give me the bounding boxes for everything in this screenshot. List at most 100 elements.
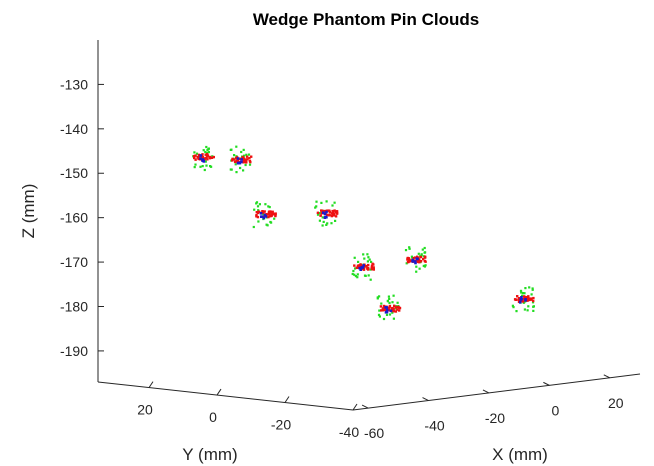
green-point bbox=[415, 265, 418, 268]
green-point bbox=[314, 206, 317, 209]
y-tick-label: 20 bbox=[137, 402, 153, 418]
red-point bbox=[250, 155, 253, 158]
green-point bbox=[356, 273, 359, 276]
x-axis-line bbox=[352, 373, 641, 411]
red-point bbox=[379, 305, 383, 308]
red-point bbox=[236, 160, 239, 163]
red-point bbox=[517, 297, 521, 300]
red-point bbox=[360, 264, 363, 267]
green-point bbox=[273, 217, 276, 220]
y-axis-line bbox=[97, 381, 354, 411]
green-point bbox=[264, 203, 267, 206]
red-point bbox=[192, 154, 196, 158]
green-point bbox=[418, 267, 421, 270]
green-point bbox=[253, 208, 256, 211]
blue-point bbox=[520, 296, 523, 299]
green-point bbox=[378, 315, 381, 318]
x-tick-mark bbox=[361, 404, 369, 409]
green-point bbox=[245, 153, 248, 156]
green-point bbox=[380, 302, 383, 305]
pin-cloud bbox=[252, 201, 277, 229]
green-point bbox=[257, 209, 260, 212]
red-point bbox=[206, 153, 209, 156]
red-point bbox=[408, 258, 411, 261]
x-tick-mark bbox=[543, 381, 550, 386]
green-point bbox=[240, 150, 243, 154]
z-tick-label: -190 bbox=[60, 343, 88, 359]
red-point bbox=[521, 299, 524, 302]
red-point bbox=[353, 264, 356, 267]
green-point bbox=[524, 287, 527, 290]
green-point bbox=[320, 201, 323, 204]
red-point bbox=[392, 308, 395, 311]
red-point bbox=[529, 297, 532, 300]
red-point bbox=[268, 213, 271, 216]
blue-point bbox=[519, 298, 522, 301]
red-point bbox=[244, 159, 247, 162]
red-point bbox=[406, 257, 409, 260]
red-point bbox=[271, 210, 274, 213]
red-point bbox=[331, 211, 335, 214]
red-point bbox=[265, 213, 268, 216]
green-point bbox=[316, 213, 320, 216]
red-point bbox=[246, 158, 249, 161]
z-axis-label: Z (mm) bbox=[19, 184, 38, 239]
red-point bbox=[331, 209, 334, 213]
green-point bbox=[229, 168, 232, 171]
green-point bbox=[424, 251, 427, 254]
red-point bbox=[419, 260, 423, 263]
red-point bbox=[231, 157, 234, 161]
red-point bbox=[270, 212, 273, 215]
red-point bbox=[238, 157, 242, 160]
blue-point bbox=[201, 158, 205, 161]
y-tick-mark bbox=[352, 403, 358, 411]
red-point bbox=[330, 214, 333, 218]
x-tick-label: 0 bbox=[551, 402, 559, 418]
green-point bbox=[234, 163, 237, 166]
green-point bbox=[523, 308, 526, 311]
red-point bbox=[194, 154, 197, 157]
green-point bbox=[202, 149, 205, 152]
red-point bbox=[204, 157, 207, 160]
red-point bbox=[328, 214, 331, 217]
y-tick-mark bbox=[284, 396, 290, 403]
green-point bbox=[369, 278, 372, 281]
y-tick-label: -40 bbox=[339, 424, 359, 440]
red-point bbox=[371, 268, 374, 271]
red-point bbox=[417, 260, 421, 263]
red-point bbox=[243, 160, 247, 164]
green-point bbox=[408, 246, 411, 249]
green-point bbox=[330, 222, 333, 225]
blue-point bbox=[385, 308, 389, 312]
green-point bbox=[422, 264, 425, 267]
red-point bbox=[380, 309, 383, 312]
red-point bbox=[233, 160, 237, 164]
green-point bbox=[198, 156, 201, 159]
red-point bbox=[424, 256, 427, 259]
green-point bbox=[385, 313, 389, 316]
blue-point bbox=[324, 215, 327, 219]
green-point bbox=[258, 203, 261, 206]
z-tick-label: -170 bbox=[60, 254, 88, 270]
green-point bbox=[378, 309, 381, 312]
blue-point bbox=[411, 258, 414, 262]
y-axis-ticks: 20 0 -20 -40 bbox=[137, 381, 359, 440]
green-point bbox=[326, 222, 329, 225]
red-point bbox=[393, 304, 396, 307]
blue-point bbox=[411, 260, 414, 263]
green-point bbox=[201, 165, 204, 168]
green-point bbox=[318, 212, 321, 215]
green-point bbox=[391, 301, 394, 304]
red-point bbox=[208, 157, 212, 160]
red-point bbox=[356, 264, 360, 267]
x-tick-mark bbox=[422, 397, 429, 401]
blue-point bbox=[263, 213, 267, 217]
red-point bbox=[366, 268, 370, 271]
pin-cloud bbox=[351, 253, 375, 281]
red-point bbox=[523, 295, 526, 298]
blue-point bbox=[264, 215, 268, 218]
z-tick-label: -130 bbox=[60, 76, 88, 92]
green-point bbox=[368, 258, 371, 261]
green-point bbox=[353, 273, 356, 276]
green-point bbox=[532, 305, 535, 308]
